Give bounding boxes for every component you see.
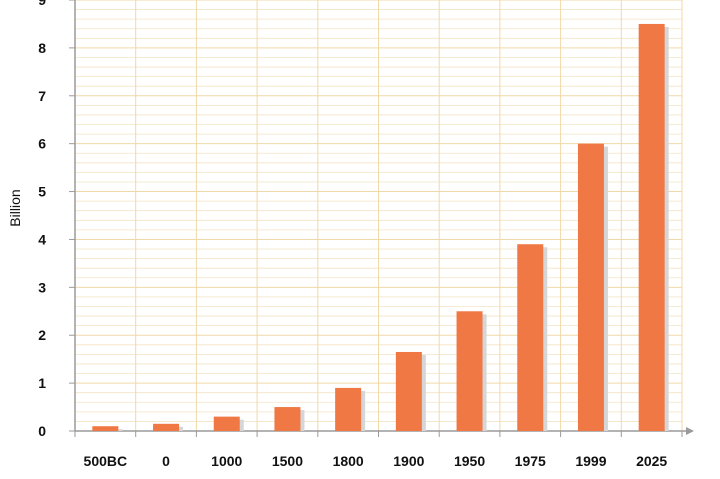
bars	[92, 23, 669, 431]
y-tick-label: 4	[38, 231, 46, 247]
y-tick-label: 2	[38, 327, 46, 343]
y-tick-label: 6	[38, 136, 46, 152]
x-axis-arrow-icon	[686, 427, 694, 435]
y-tick-label: 9	[38, 0, 46, 8]
tick-labels: 0 1 2 3 4 5 6 7 8 9 500BC 0 1000 1500 1800 1900 1950 1975…	[38, 0, 667, 469]
y-tick-label: 5	[38, 184, 46, 200]
y-axis-title: Billion	[7, 189, 23, 226]
bar-2025	[638, 23, 665, 431]
bar-0	[153, 423, 180, 431]
x-tick-label: 1975	[515, 453, 546, 469]
bar-1500	[274, 407, 301, 431]
bar-1999	[577, 143, 604, 431]
y-tick-label: 0	[38, 423, 46, 439]
y-tick-label: 1	[38, 375, 46, 391]
bar-1950	[456, 311, 483, 431]
bar-1800	[335, 387, 362, 431]
x-tick-label: 500BC	[84, 453, 128, 469]
y-tick-label: 7	[38, 88, 46, 104]
x-tick-label: 1999	[575, 453, 606, 469]
x-tick-label: 2025	[636, 453, 667, 469]
x-tick-label: 1000	[211, 453, 242, 469]
x-tick-label: 1800	[333, 453, 364, 469]
bar-1000	[213, 416, 240, 431]
bar-500bc	[92, 426, 119, 431]
bar-1975	[517, 244, 544, 431]
bar-1900	[395, 351, 422, 431]
y-tick-label: 8	[38, 40, 46, 56]
y-tick-label: 3	[38, 279, 46, 295]
x-tick-label: 1900	[393, 453, 424, 469]
x-tick-label: 1500	[272, 453, 303, 469]
x-tick-label: 1950	[454, 453, 485, 469]
x-tick-label: 0	[162, 453, 170, 469]
